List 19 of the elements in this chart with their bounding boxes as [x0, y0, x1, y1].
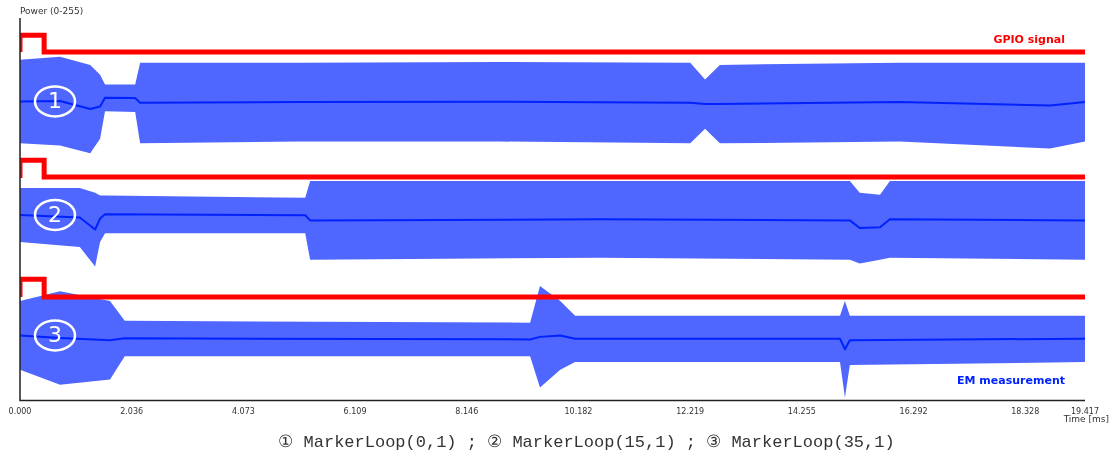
- x-tick-label: 6.109: [343, 407, 367, 417]
- text: ① MarkerLoop(0,1) ; ② MarkerLoop(15,1) ; ③ MarkerLoop(35,1): [277, 433, 896, 452]
- x-tick-label: 14.255: [787, 407, 816, 417]
- series-label: GPIO signal: [993, 33, 1065, 47]
- x-tick-label: 12.219: [676, 407, 705, 417]
- y-axis-title: Power (0-255): [20, 5, 84, 16]
- annotation: 3: [48, 322, 62, 348]
- x-tick-label: 10.182: [564, 407, 593, 417]
- x-tick-label: 2.036: [120, 407, 144, 417]
- annotation: 2: [48, 201, 62, 227]
- x-tick-label: 0.000: [8, 407, 32, 417]
- x-tick-label: 19.417: [1071, 407, 1099, 417]
- x-tick-label: 16.292: [899, 407, 928, 417]
- x-tick-label: 8.146: [455, 407, 479, 417]
- x-axis-title: Time [ms]: [1062, 414, 1109, 425]
- text: EM measurement: [957, 374, 1065, 388]
- annotation: 1: [48, 88, 62, 114]
- x-tick-label: 18.328: [1011, 407, 1040, 417]
- x-tick-label: 4.073: [231, 407, 255, 417]
